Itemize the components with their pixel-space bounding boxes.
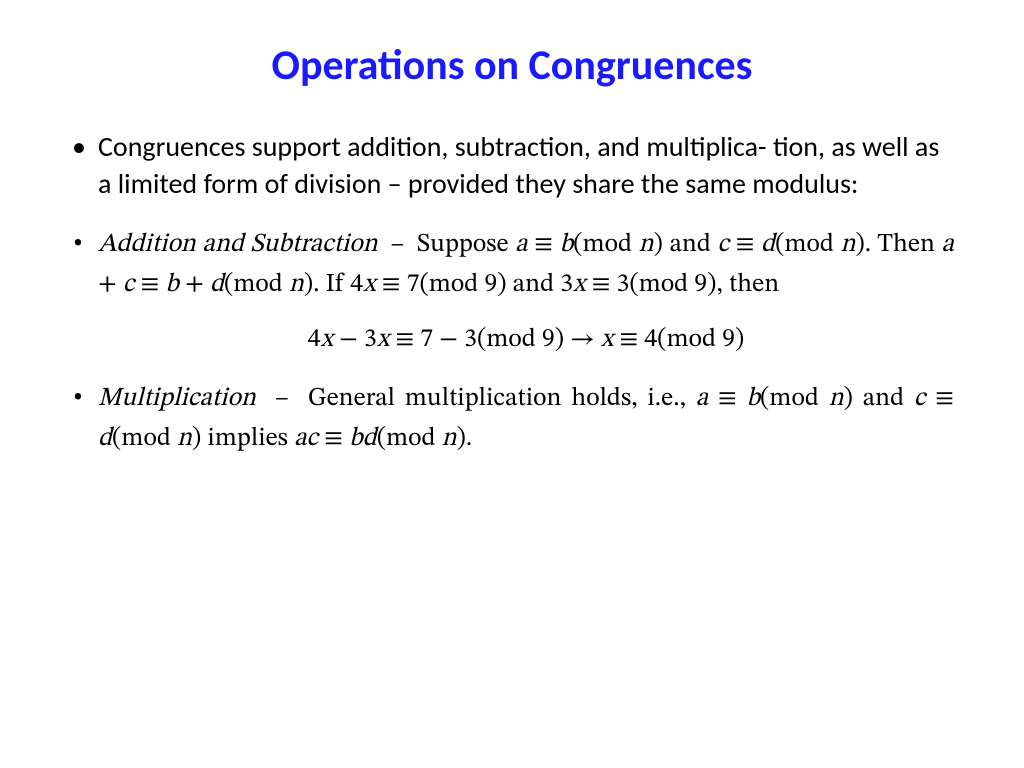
intro-list: Congruences support addition, subtractio… (70, 129, 954, 203)
intro-bullet: Congruences support addition, subtractio… (70, 129, 954, 203)
math-heading-2: Multiplication (98, 386, 256, 412)
slide: Operations on Congruences Congruences su… (0, 0, 1024, 768)
math-para-1: Addition and Subtraction – Suppose a ≡ b… (98, 225, 954, 306)
math-item-multiplication: Multiplication – General multiplication … (70, 379, 954, 460)
math-heading-1: Addition and Subtraction (98, 232, 378, 258)
intro-text: Congruences support addition, subtractio… (98, 129, 954, 203)
math-item-addition-subtraction: Addition and Subtraction – Suppose a ≡ b… (70, 225, 954, 357)
math-display-1: 4x − 3x ≡ 7 − 3(mod 9) → x ≡ 4(mod 9) (98, 324, 954, 357)
math-para-2: Multiplication – General multiplication … (98, 379, 954, 460)
page-title: Operations on Congruences (70, 40, 954, 91)
math-list: Addition and Subtraction – Suppose a ≡ b… (70, 225, 954, 459)
